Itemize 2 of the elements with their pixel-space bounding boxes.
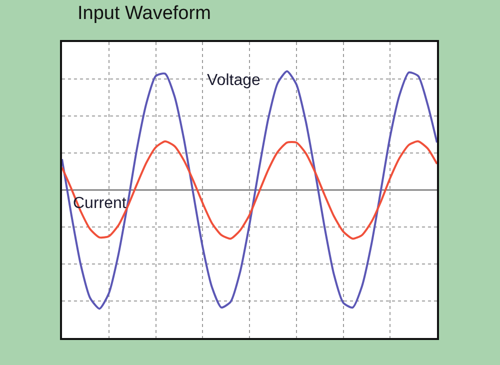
chart-title: Input Waveform (78, 2, 211, 24)
series-label: Voltage (207, 72, 260, 89)
